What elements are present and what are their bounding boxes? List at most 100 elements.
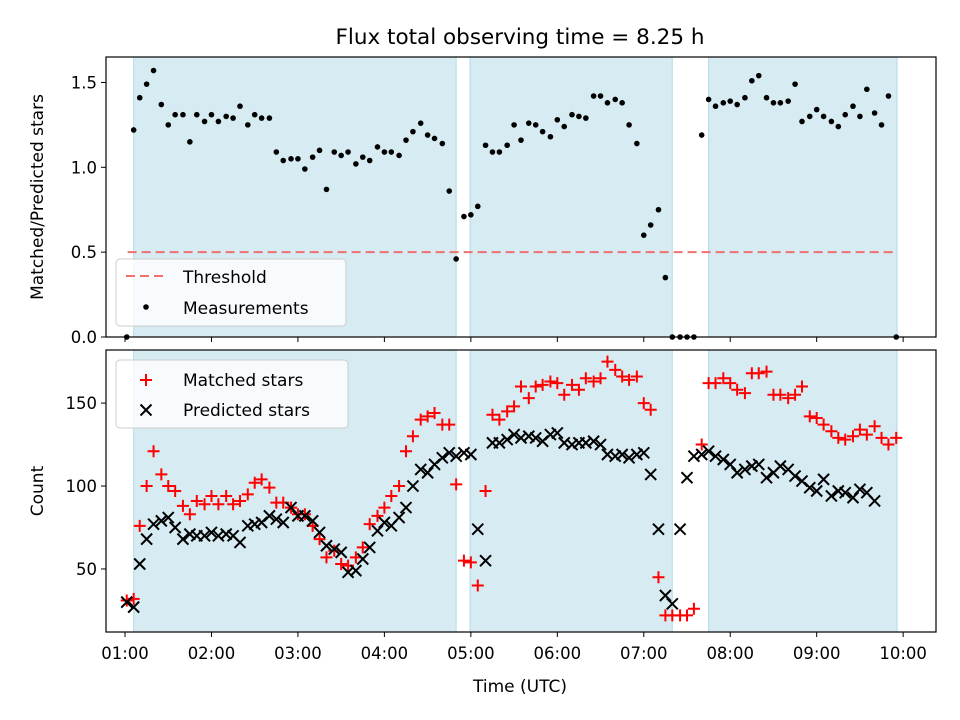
matched-star-point [868, 420, 881, 433]
matched-star-point [616, 370, 629, 383]
predicted-star-point [825, 489, 838, 503]
predicted-star-point [738, 463, 752, 476]
predicted-star-point [414, 463, 427, 476]
observing-window-band [469, 349, 673, 633]
measurement-point [258, 115, 265, 121]
measurement-point [165, 122, 172, 128]
legend-matched-label: Matched stars [183, 371, 303, 391]
matched-star-point [529, 380, 542, 393]
matched-star-point [594, 372, 607, 385]
predicted-star-point [622, 451, 636, 465]
predicted-star-point [709, 449, 722, 463]
x-tick-label: 08:00 [706, 644, 754, 663]
matched-star-point [544, 375, 557, 388]
measurement-point [446, 188, 453, 194]
y-axis-label: Matched/Predicted stars [28, 94, 48, 300]
matched-star-point [120, 594, 133, 607]
matched-star-point [147, 445, 160, 458]
measurement-point [626, 122, 632, 128]
matched-star-point [378, 501, 391, 514]
measurement-point [525, 120, 532, 126]
predicted-star-point [730, 466, 744, 479]
matched-star-point [566, 378, 579, 391]
measurement-point [511, 122, 517, 128]
matched-star-point [443, 418, 456, 431]
predicted-star-point [320, 539, 333, 552]
matched-star-point [155, 468, 168, 481]
measurement-point [576, 113, 582, 120]
measurement-point [237, 103, 243, 110]
measurement-point [461, 213, 467, 220]
matched-star-point [428, 407, 441, 420]
y-tick-label: 0.0 [71, 328, 97, 347]
measurement-point [374, 144, 381, 150]
matched-star-point [385, 489, 398, 502]
predicted-star-point [500, 433, 514, 446]
measurement-point [583, 115, 589, 121]
matched-star-point [450, 478, 463, 491]
matched-star-point [457, 554, 470, 567]
predicted-star-point [436, 451, 449, 465]
matched-star-point [421, 410, 434, 423]
predicted-star-point [587, 435, 600, 448]
x-tick-label: 09:00 [793, 644, 841, 663]
matched-star-point [774, 388, 787, 401]
measurement-point [468, 212, 474, 218]
matched-star-point [356, 541, 369, 554]
matched-star-point [709, 377, 722, 390]
predicted-star-point [702, 444, 715, 458]
matched-star-point [205, 489, 218, 502]
measurement-point [885, 93, 892, 99]
matched-star-point [890, 431, 903, 444]
measurement-point [857, 113, 863, 120]
predicted-star-point [717, 453, 730, 466]
measurement-point [489, 149, 496, 155]
measurement-point [158, 101, 165, 108]
y-tick-label: 50 [76, 560, 97, 579]
legend: Threshold Measurements [115, 258, 347, 327]
matched-star-point [623, 373, 636, 386]
legend-measurements-label: Measurements [183, 299, 309, 319]
legend-matched-swatch [140, 374, 152, 386]
predicted-star-point [334, 546, 348, 559]
matched-star-point [133, 519, 146, 532]
measurement-point [474, 203, 481, 210]
measurement-point [828, 118, 835, 125]
y-tick-label: 150 [66, 394, 98, 413]
predicted-star-point [673, 522, 687, 536]
matched-star-point [406, 430, 419, 443]
matched-star-point [637, 397, 650, 410]
measurement-point [640, 232, 647, 238]
measurement-point [288, 156, 294, 162]
x-tick-label: 10:00 [879, 644, 927, 663]
y-tick-label: 1.0 [71, 158, 97, 177]
measurement-point [749, 77, 755, 84]
measurement-point [323, 186, 330, 193]
axes-frame [105, 56, 937, 338]
predicted-star-point [176, 532, 190, 546]
bottom-panel: 50 100 150 01:00 02:00 03:00 04:00 05:00 06:00 07… [28, 349, 937, 663]
axes-frame [105, 349, 937, 633]
predicted-star-point [817, 473, 830, 486]
matched-star-point [393, 480, 406, 493]
predicted-star-point [680, 471, 694, 484]
measurement-point [612, 96, 619, 103]
matched-star-point [162, 480, 175, 493]
measurement-point [539, 128, 546, 135]
predicted-star-point [306, 514, 319, 528]
measurement-point [295, 156, 301, 162]
matched-star-point [717, 372, 730, 385]
measurement-point [871, 110, 878, 116]
measurement-point [403, 137, 409, 143]
predicted-star-point [752, 458, 765, 471]
predicted-star-point [810, 484, 823, 498]
measurement-point [338, 152, 344, 159]
measurement-point [820, 113, 827, 120]
measurement-point [662, 274, 669, 281]
measurement-point [518, 137, 524, 143]
matched-star-point [882, 438, 895, 451]
measurement-point [777, 100, 784, 106]
legend-predicted-label: Predicted stars [183, 401, 310, 421]
measurement-point [720, 100, 727, 106]
matched-star-point [832, 431, 845, 444]
